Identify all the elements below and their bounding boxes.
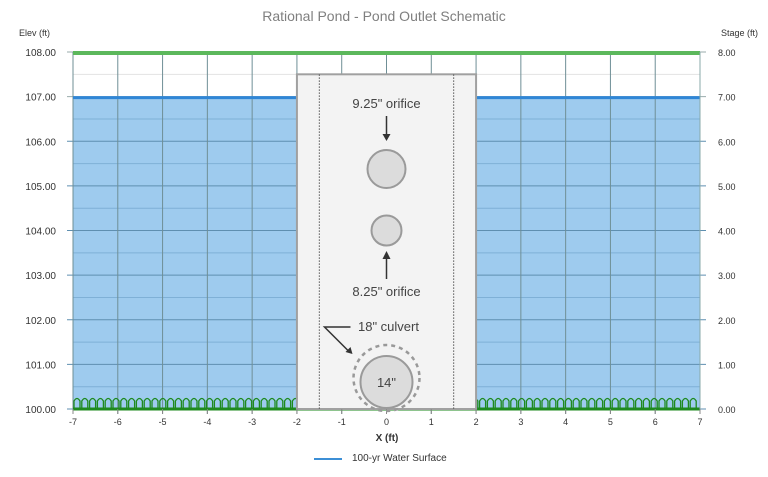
lower-orifice-label: 8.25" orifice <box>352 284 420 299</box>
left-axis-tick-label: 101.00 <box>25 360 56 371</box>
x-axis-tick-label: 7 <box>697 417 702 427</box>
legend-label: 100-yr Water Surface <box>352 453 447 464</box>
arrow-icon <box>345 347 353 354</box>
left-axis-tick-label: 107.00 <box>25 93 56 104</box>
x-axis-tick-label: -1 <box>338 417 346 427</box>
culvert-label: 18" culvert <box>358 319 419 334</box>
right-axis-tick-label: 5.00 <box>718 182 736 192</box>
lower-orifice <box>370 214 403 247</box>
arrow-down-icon <box>382 134 391 141</box>
x-axis-tick-label: -2 <box>293 417 301 427</box>
x-axis-tick-label: -5 <box>159 417 167 427</box>
arrow-up-icon <box>382 251 391 259</box>
x-axis-title: X (ft) <box>375 433 399 444</box>
x-axis-tick-label: 1 <box>429 417 434 427</box>
legend[interactable]: 100-yr Water Surface <box>314 453 447 464</box>
x-axis-tick-label: 3 <box>518 417 523 427</box>
x-axis-tick-label: -7 <box>69 417 77 427</box>
right-axis-tick-label: 6.00 <box>718 137 736 147</box>
x-axis-tick-label: -4 <box>203 417 211 427</box>
x-axis-tick-label: -3 <box>248 417 256 427</box>
x-axis-tick-label: 0 <box>384 417 389 427</box>
right-axis-tick-label: 7.00 <box>718 93 736 103</box>
culvert-14in <box>359 355 414 409</box>
x-axis-tick-label: -6 <box>114 417 122 427</box>
upper-orifice-label: 9.25" orifice <box>352 96 420 111</box>
culvert-18in-outline <box>352 343 421 413</box>
x-axis-tick-label: 5 <box>608 417 613 427</box>
right-axis-tick-label: 3.00 <box>718 271 736 281</box>
upper-orifice <box>366 149 407 190</box>
left-axis-title: Elev (ft) <box>19 28 51 38</box>
right-axis-tick-label: 1.00 <box>718 360 736 370</box>
right-axis-title: Stage (ft) <box>721 28 759 38</box>
left-axis-tick-label: 103.00 <box>25 271 56 282</box>
left-axis-tick-label: 106.00 <box>25 137 56 148</box>
right-axis-tick-label: 2.00 <box>718 316 736 326</box>
right-axis-tick-label: 0.00 <box>718 405 736 415</box>
right-axis-tick-label: 8.00 <box>718 48 736 58</box>
left-axis-tick-label: 104.00 <box>25 227 56 238</box>
x-axis-tick-label: 4 <box>563 417 568 427</box>
left-axis-tick-label: 102.00 <box>25 316 56 327</box>
left-axis-tick-label: 100.00 <box>25 405 56 416</box>
x-axis-tick-label: 6 <box>653 417 658 427</box>
x-axis-tick-label: 2 <box>474 417 479 427</box>
left-axis-tick-label: 105.00 <box>25 182 56 193</box>
left-axis-tick-label: 108.00 <box>25 48 56 59</box>
chart-title: Rational Pond - Pond Outlet Schematic <box>262 8 506 24</box>
right-axis-tick-label: 4.00 <box>718 227 736 237</box>
legend-swatch-water-surface <box>314 457 342 460</box>
culvert-inner-label: 14" <box>377 375 396 390</box>
culvert-leader-line <box>322 326 351 352</box>
